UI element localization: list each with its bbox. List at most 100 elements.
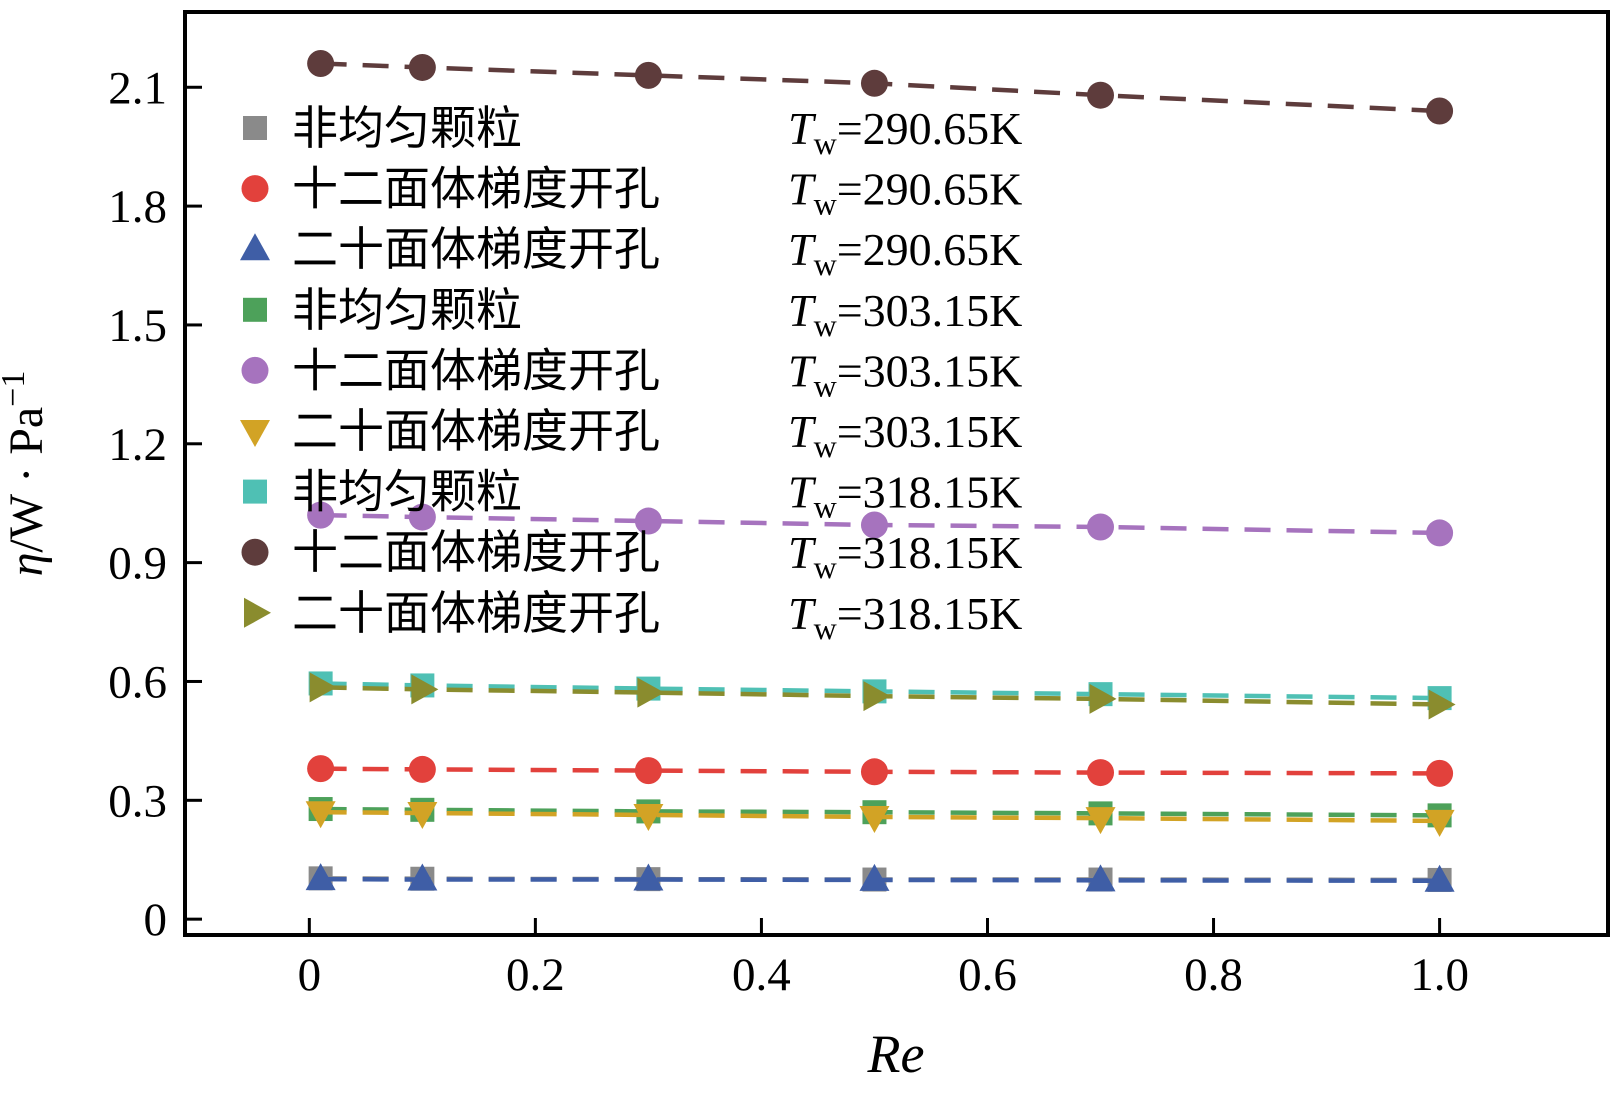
marker-circle	[1426, 519, 1454, 547]
series-line	[320, 681, 1440, 701]
marker-triangle-right	[863, 681, 891, 712]
legend-label: 非均匀颗粒	[292, 103, 522, 154]
series-8	[309, 672, 1456, 720]
marker-circle	[634, 507, 662, 535]
y-axis-label: η/W · Pa−1	[0, 371, 53, 577]
series-line	[320, 766, 1440, 776]
marker-circle	[860, 69, 888, 97]
marker-square	[243, 479, 267, 504]
marker-triangle-up	[859, 863, 890, 891]
legend-label: 非均匀颗粒	[292, 467, 522, 518]
series-line	[320, 809, 1440, 824]
marker-triangle-down	[1085, 807, 1116, 835]
marker-square	[243, 297, 267, 322]
legend-item: 非均匀颗粒 Tw=318.15K	[243, 467, 1022, 525]
legend-label: 非均匀颗粒	[292, 285, 522, 336]
plot-area: 0 0.2 0.4 0.6 0.8 1.0 0 0.3 0.6 0.9 1.2 1.5 1.8 2.1	[108, 10, 1610, 1001]
marker-triangle-down	[240, 420, 270, 447]
marker-triangle-right	[309, 672, 337, 703]
x-tick-label: 0.8	[1184, 949, 1243, 1001]
marker-circle	[241, 356, 269, 384]
y-tick-label: 0.9	[108, 538, 167, 590]
legend-item: 十二面体梯度开孔 Tw=290.65K	[241, 164, 1022, 222]
marker-triangle-down	[1424, 809, 1455, 837]
y-axis: 0 0.3 0.6 0.9 1.2 1.5 1.8 2.1	[108, 62, 202, 946]
legend-item: 二十面体梯度开孔 Tw=318.15K	[244, 588, 1022, 646]
marker-triangle-up	[1085, 864, 1116, 892]
series-7	[307, 49, 1454, 125]
marker-triangle-down	[407, 801, 438, 829]
series-line	[320, 61, 1440, 114]
plot-border	[183, 10, 1610, 937]
marker-triangle-down	[633, 803, 664, 831]
marker-circle	[860, 758, 888, 786]
marker-triangle-up	[305, 863, 336, 891]
series-line	[320, 876, 1440, 883]
marker-triangle-right	[244, 597, 271, 628]
marker-triangle-up	[633, 863, 664, 891]
y-axis-label-group: η/W · Pa−1	[0, 371, 53, 577]
marker-circle	[634, 61, 662, 89]
y-tick-label: 0.3	[108, 775, 167, 827]
legend-item: 非均匀颗粒 Tw=290.65K	[243, 103, 1022, 161]
legend-temp: Tw=303.15K	[788, 285, 1022, 343]
marker-circle	[307, 755, 335, 783]
marker-circle	[408, 503, 436, 531]
legend-item: 二十面体梯度开孔 Tw=290.65K	[240, 224, 1022, 282]
legend-temp: Tw=318.15K	[788, 467, 1022, 525]
legend-label: 二十面体梯度开孔	[292, 588, 660, 639]
marker-circle	[1087, 513, 1115, 541]
marker-square	[243, 116, 267, 140]
x-tick-label: 0.4	[732, 949, 791, 1001]
marker-triangle-up	[407, 863, 438, 891]
y-tick-label: 2.1	[108, 62, 167, 114]
marker-triangle-right	[1089, 683, 1117, 714]
marker-circle	[241, 538, 269, 566]
series-line	[320, 806, 1440, 818]
legend-label: 二十面体梯度开孔	[292, 406, 660, 457]
series-2	[305, 863, 1455, 892]
legend-temp: Tw=303.15K	[788, 406, 1022, 464]
y-tick-label: 1.5	[108, 300, 167, 352]
legend-temp: Tw=318.15K	[788, 527, 1022, 585]
marker-triangle-down	[305, 801, 336, 829]
marker-triangle-right	[1428, 689, 1456, 720]
x-axis-label: Re	[867, 1024, 925, 1084]
legend-label: 十二面体梯度开孔	[292, 164, 660, 215]
marker-triangle-up	[240, 233, 270, 261]
marker-circle	[1087, 81, 1115, 109]
x-tick-label: 0.6	[958, 949, 1017, 1001]
legend-temp: Tw=290.65K	[788, 224, 1022, 282]
legend-item: 十二面体梯度开孔 Tw=303.15K	[241, 345, 1022, 403]
series-line	[320, 685, 1440, 707]
legend-label: 十二面体梯度开孔	[292, 527, 660, 578]
legend-label: 二十面体梯度开孔	[292, 224, 660, 275]
legend-item: 十二面体梯度开孔 Tw=318.15K	[241, 527, 1022, 585]
y-tick-label: 1.2	[108, 419, 167, 471]
x-tick-label: 0	[298, 949, 322, 1001]
marker-circle	[1426, 759, 1454, 787]
marker-circle	[241, 175, 269, 203]
legend-temp: Tw=303.15K	[788, 345, 1022, 403]
x-axis: 0 0.2 0.4 0.6 0.8 1.0	[298, 918, 1469, 1001]
series-5	[305, 801, 1455, 837]
marker-circle	[307, 501, 335, 529]
x-tick-label: 1.0	[1410, 949, 1469, 1001]
legend-item: 非均匀颗粒 Tw=303.15K	[243, 285, 1022, 343]
marker-circle	[307, 49, 335, 77]
x-tick-label: 0.2	[506, 949, 565, 1001]
marker-triangle-down	[859, 805, 890, 833]
marker-circle	[1426, 97, 1454, 125]
legend-temp: Tw=290.65K	[788, 103, 1022, 161]
series-line	[320, 512, 1440, 536]
marker-circle	[634, 757, 662, 785]
marker-circle	[860, 511, 888, 539]
marker-circle	[408, 755, 436, 783]
legend-label: 十二面体梯度开孔	[292, 345, 660, 396]
marker-triangle-up	[1424, 864, 1455, 892]
marker-triangle-right	[637, 677, 665, 708]
y-tick-label: 1.8	[108, 181, 167, 233]
